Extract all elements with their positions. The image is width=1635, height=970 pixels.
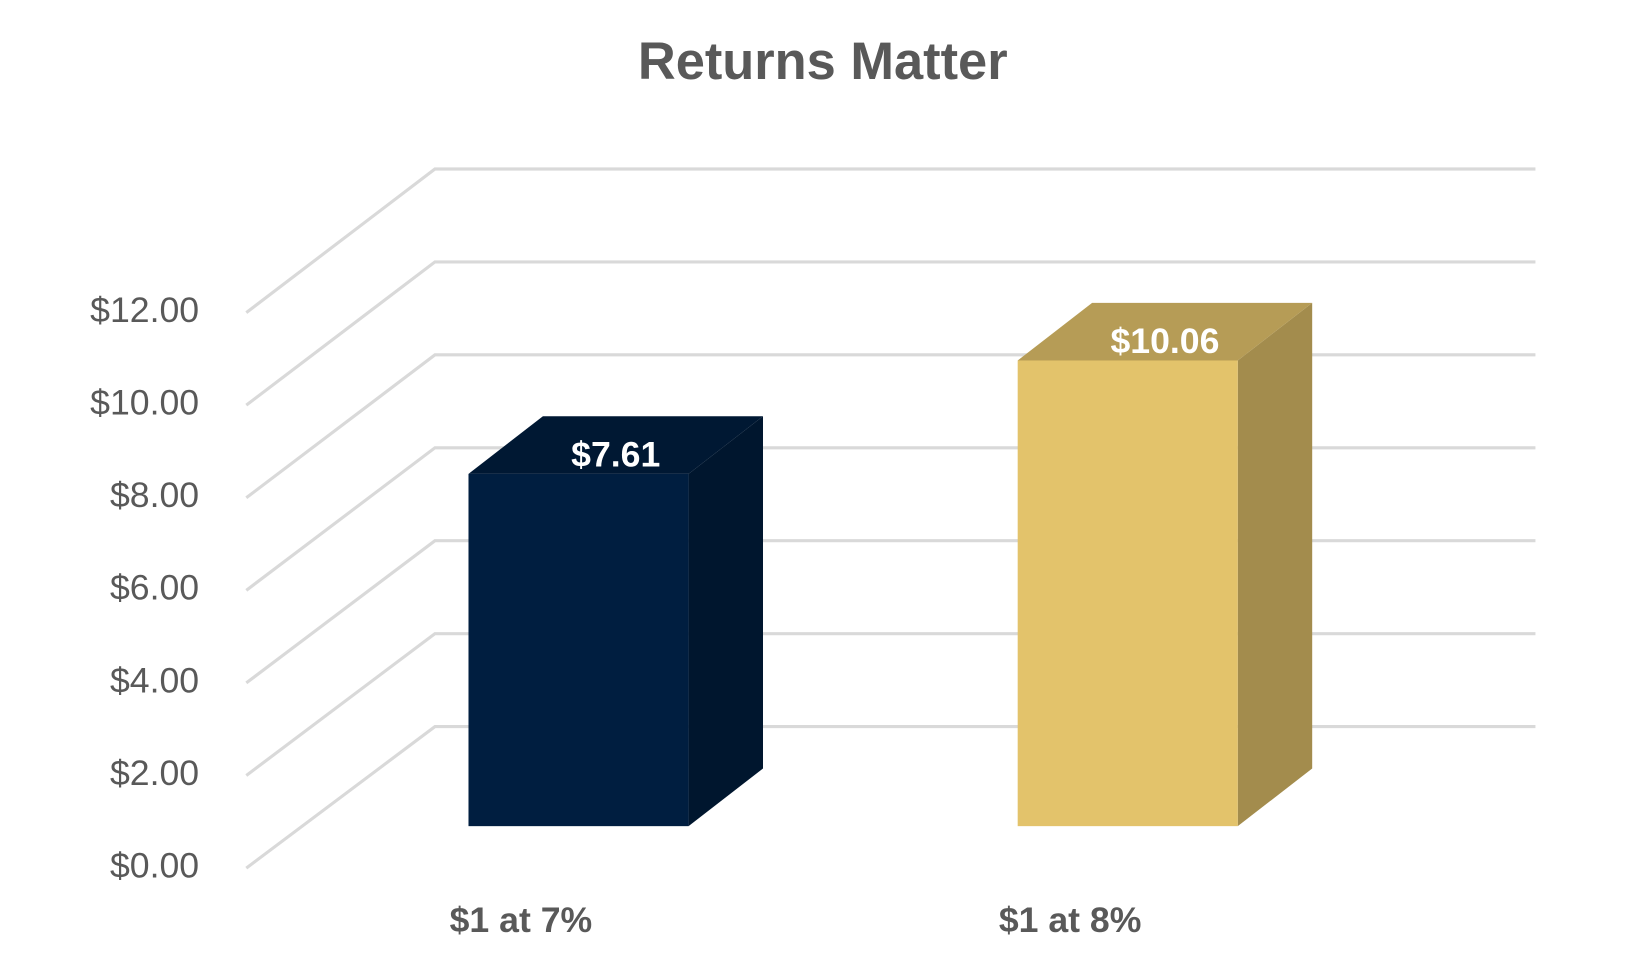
bar-side bbox=[688, 416, 763, 827]
y-tick-label: $12.00 bbox=[90, 290, 199, 330]
grid-line bbox=[245, 167, 1536, 314]
bar-top bbox=[468, 416, 763, 474]
grid-line bbox=[245, 353, 1536, 500]
y-tick-label: $8.00 bbox=[110, 475, 199, 515]
chart-title: Returns Matter bbox=[638, 33, 1008, 91]
y-tick-label: $4.00 bbox=[110, 660, 199, 700]
y-tick-label: $10.00 bbox=[90, 383, 199, 423]
bar-top bbox=[1017, 302, 1313, 361]
bar bbox=[468, 473, 689, 827]
x-tick-label: $1 at 7% bbox=[450, 900, 593, 940]
grid-line bbox=[245, 446, 1536, 592]
data-label: $10.06 bbox=[1110, 321, 1219, 361]
grid-line bbox=[245, 632, 1536, 777]
y-tick-label: $0.00 bbox=[110, 845, 199, 885]
bar-side bbox=[1237, 302, 1313, 827]
grid-line bbox=[245, 725, 1536, 870]
grid-line bbox=[245, 260, 1536, 407]
x-tick-label: $1 at 8% bbox=[999, 900, 1142, 940]
data-label: $7.61 bbox=[571, 435, 660, 475]
grid-line bbox=[245, 539, 1536, 685]
y-tick-label: $2.00 bbox=[110, 753, 199, 793]
y-tick-label: $6.00 bbox=[110, 568, 199, 608]
bar bbox=[1017, 360, 1238, 827]
